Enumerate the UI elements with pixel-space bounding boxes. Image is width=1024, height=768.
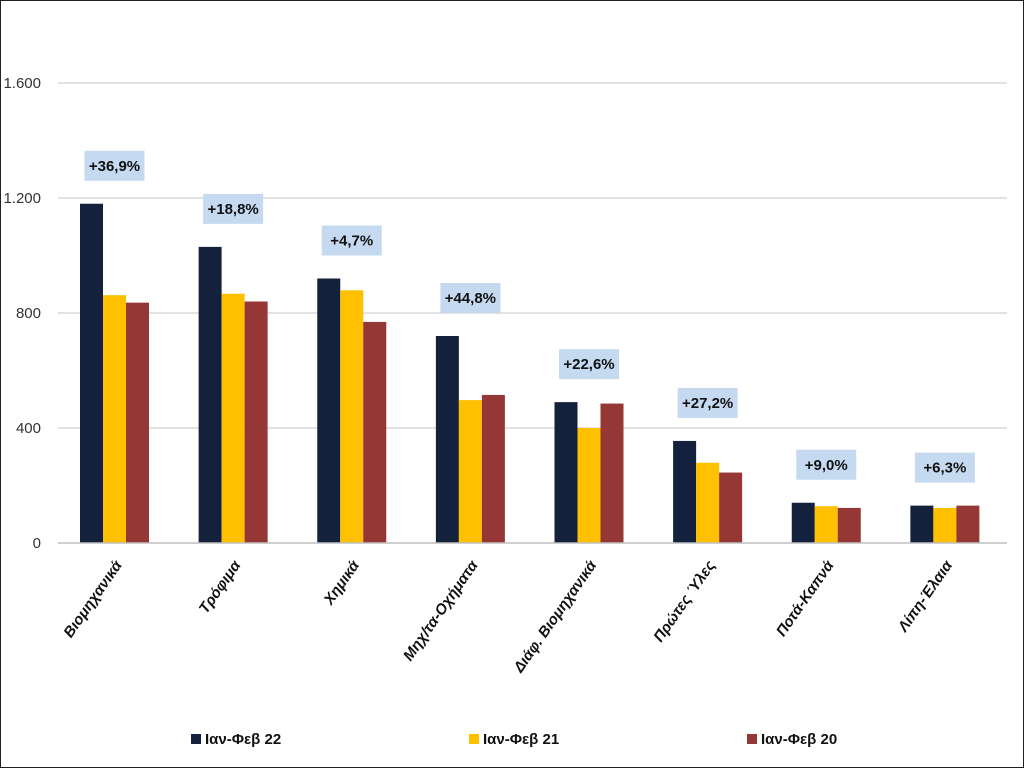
category-label: Τρόφιμα [196,557,245,617]
bar [577,428,601,543]
bar [103,295,126,543]
bar [814,506,838,543]
annotation-box [84,150,145,181]
y-tick-label: 1.200 [3,190,41,207]
legend-label: Ιαν-Φεβ 22 [205,731,281,748]
category-labels: Βιομηχανικά Τρόφιμα Χημικά Μηχ/τα-Οχήματα Δι… [60,557,956,677]
legend-swatch [191,734,201,744]
bar [458,400,482,543]
annotation-box [914,452,975,483]
bar [317,278,341,543]
bar [221,293,245,543]
bar [719,472,743,543]
bar [554,402,578,543]
growth-annotations: +36,9% +18,8% +4,7% +44,8% +22,6% +27,2% +9,0%… [84,150,975,483]
bar [80,203,103,543]
bar [910,505,934,543]
annotation-label: +4,7% [330,233,373,250]
legend-label: Ιαν-Φεβ 21 [483,731,559,748]
bar [933,507,957,543]
legend-swatch [469,734,479,744]
bar [481,394,505,543]
annotation-box [203,193,264,224]
legend-label: Ιαν-Φεβ 20 [761,731,837,748]
category-label: Βιομηχανικά [60,557,126,641]
annotation-box [321,225,382,256]
annotation-label: +9,0% [805,457,848,474]
bar [244,301,268,543]
y-tick-label: 800 [16,305,41,322]
annotation-box [796,449,857,480]
bars [80,203,980,543]
category-label: Λίπη-Έλαια [894,557,956,636]
bar [696,462,720,543]
annotation-box [559,349,619,380]
annotation-label: +18,8% [207,201,258,218]
annotation-label: +36,9% [89,158,140,175]
annotation-label: +6,3% [923,460,966,477]
annotation-label: +22,6% [563,356,614,373]
bar [363,321,387,543]
legend-swatch [747,734,757,744]
y-tick-label: 0 [33,535,41,552]
bar [956,505,980,543]
bar [198,246,222,543]
category-label: Διάφ. Βιομηχανικά [510,557,601,677]
bar [435,336,459,543]
bar [791,502,815,543]
annotation-box [677,387,738,418]
y-axis-ticks: 0 400 800 1.200 1.600 [3,75,41,552]
category-label: Ποτά-Καπνά [773,557,838,640]
y-tick-label: 400 [16,420,41,437]
bar [340,290,364,543]
category-label: Μηχ/τα-Οχήματα [400,557,482,664]
legend: Ιαν-Φεβ 22 Ιαν-Φεβ 21 Ιαν-Φεβ 20 [191,731,837,748]
bar [673,440,697,543]
category-label: Πρώτες Ύλες [650,558,719,646]
y-tick-label: 1.600 [3,75,41,92]
bar [600,403,624,543]
bar [126,302,149,543]
annotation-box [440,283,501,313]
annotation-label: +44,8% [445,290,496,307]
bar [837,507,861,543]
annotation-label: +27,2% [682,395,733,412]
category-label: Χημικά [320,557,363,609]
